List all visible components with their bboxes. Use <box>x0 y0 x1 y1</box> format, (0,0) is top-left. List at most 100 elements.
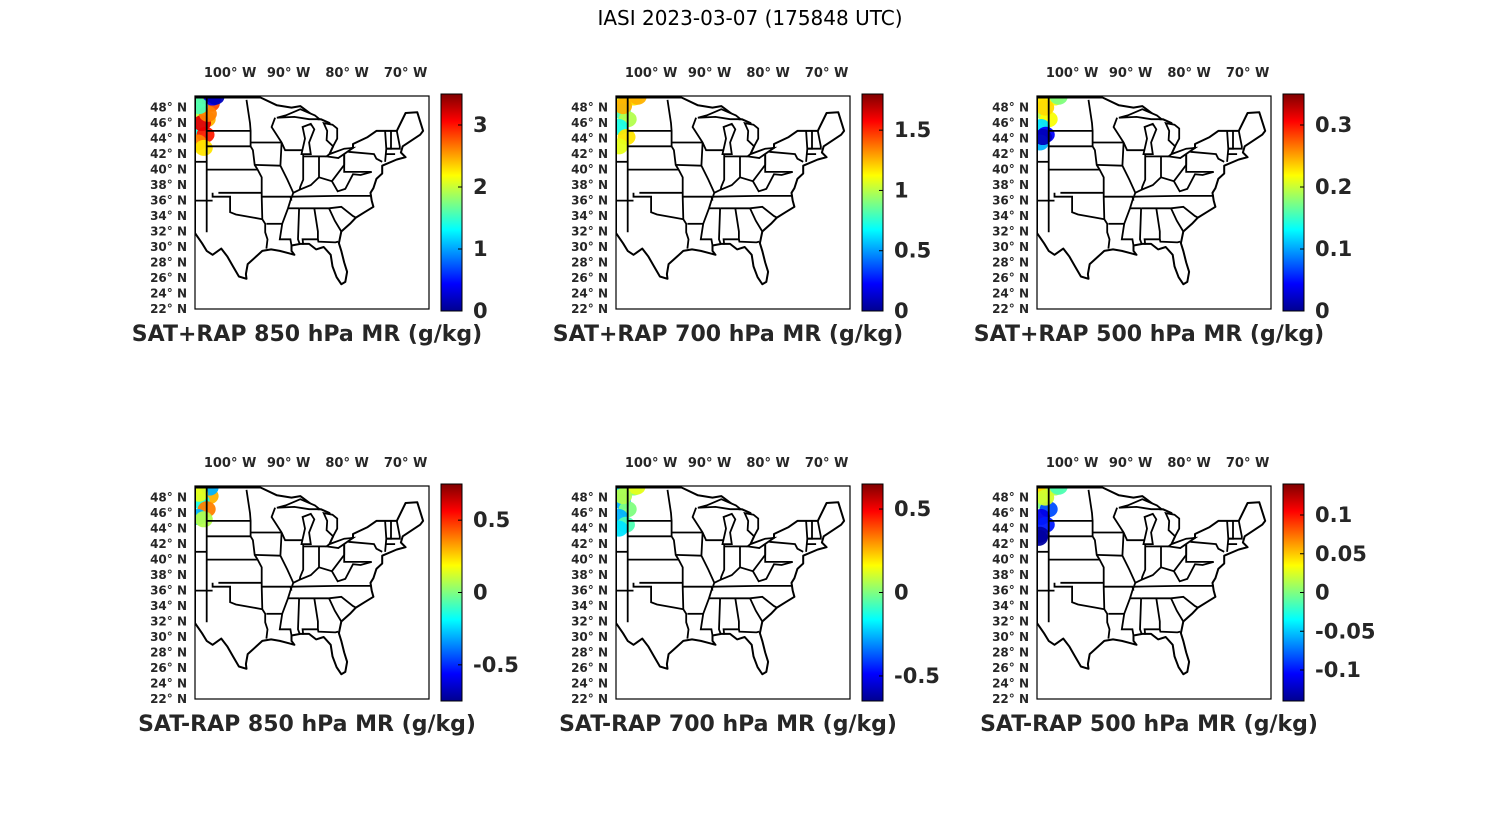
state-border <box>713 156 741 194</box>
panel-label: SAT+RAP 850 hPa MR (g/kg) <box>132 322 482 347</box>
state-border <box>1140 154 1147 190</box>
lat-tick-label: 24° N <box>150 287 187 301</box>
map-panel: 100° W 90° W 80° W 70° W 48° N46° N 44° N42° … <box>559 456 940 737</box>
state-border <box>318 544 346 573</box>
lat-tick-label: 34° N <box>150 209 187 223</box>
state-border <box>1190 540 1225 553</box>
lat-tick-label: 30° N <box>992 240 1029 254</box>
lat-tick-label: 24° N <box>571 287 608 301</box>
great-lake <box>721 122 737 156</box>
state-border <box>722 598 740 635</box>
state-border <box>1140 544 1147 580</box>
great-lake <box>745 146 778 159</box>
lat-tick-label: 48° N <box>150 491 187 505</box>
lat-tick-label: 34° N <box>571 209 608 223</box>
colorbar-tick-label: 0.1 <box>1315 503 1352 527</box>
lat-tick-label: 34° N <box>571 599 608 613</box>
lat-tick-label: 24° N <box>571 677 608 691</box>
lat-tick-label: 32° N <box>150 615 187 629</box>
state-border <box>1143 598 1161 635</box>
lon-tick-label: 70° W <box>1226 66 1269 81</box>
map-frame <box>1036 95 1272 310</box>
lat-tick-label: 44° N <box>571 132 608 146</box>
state-border <box>211 582 263 611</box>
state-border <box>1228 130 1243 150</box>
state-border <box>718 208 722 245</box>
panel-label: SAT+RAP 500 hPa MR (g/kg) <box>974 322 1324 347</box>
state-border <box>1112 507 1137 636</box>
state-border <box>386 520 401 540</box>
great-lake <box>322 121 339 148</box>
colorbar-tick-label: -0.5 <box>473 653 519 677</box>
figure-title: IASI 2023-03-07 (175848 UTC) <box>597 6 903 30</box>
lon-tick-label: 100° W <box>625 456 678 471</box>
lat-tick-label: 38° N <box>571 568 608 582</box>
lon-tick-label: 80° W <box>746 66 789 81</box>
great-lake <box>1166 536 1199 549</box>
swath-cell <box>1037 529 1048 546</box>
colorbar-tick-label: 0 <box>473 299 488 323</box>
lon-tick-label: 90° W <box>688 66 731 81</box>
lon-tick-label: 100° W <box>204 66 257 81</box>
lat-tick-label: 26° N <box>992 661 1029 675</box>
state-border <box>1141 595 1199 609</box>
state-border <box>739 544 767 573</box>
colorbar-tick-label: 0.05 <box>1315 542 1367 566</box>
map-area <box>1037 96 1267 286</box>
state-border <box>701 142 725 152</box>
state-border <box>807 130 822 150</box>
colorbar-tick-label: 0.5 <box>894 239 931 263</box>
lon-tick-label: 80° W <box>325 456 368 471</box>
lat-tick-label: 36° N <box>571 194 608 208</box>
lon-tick-label: 90° W <box>267 456 310 471</box>
state-border <box>245 99 269 249</box>
state-border <box>261 195 293 201</box>
lat-tick-label: 42° N <box>571 147 608 161</box>
lat-tick-label: 38° N <box>150 568 187 582</box>
state-border <box>261 585 293 591</box>
colorbar-tick-label: 0.2 <box>1315 175 1352 199</box>
state-border <box>738 239 760 244</box>
state-border <box>1185 544 1214 563</box>
state-border <box>331 561 372 583</box>
lat-tick-label: 22° N <box>992 302 1029 316</box>
lat-tick-label: 36° N <box>992 194 1029 208</box>
lon-tick-label: 100° W <box>204 456 257 471</box>
lat-tick-label: 26° N <box>571 271 608 285</box>
lat-tick-label: 44° N <box>992 522 1029 536</box>
lat-tick-label: 22° N <box>150 302 187 316</box>
state-border <box>720 205 778 219</box>
lat-tick-label: 26° N <box>992 271 1029 285</box>
map-panel: 100° W 90° W 80° W 70° W 48° N46° N 44° N42° … <box>980 456 1375 737</box>
state-border <box>386 130 401 150</box>
state-border <box>691 507 716 636</box>
great-lake <box>322 511 339 538</box>
lat-tick-label: 22° N <box>992 692 1029 706</box>
colorbar-tick-label: 0 <box>1315 299 1330 323</box>
state-border <box>317 629 339 634</box>
lon-tick-label: 80° W <box>1167 456 1210 471</box>
colorbar-tick-label: 2 <box>473 175 488 199</box>
lat-tick-label: 42° N <box>150 147 187 161</box>
lat-tick-label: 48° N <box>992 491 1029 505</box>
lat-tick-label: 22° N <box>571 692 608 706</box>
state-border <box>318 154 346 183</box>
state-border <box>1226 130 1230 162</box>
lat-tick-label: 36° N <box>992 584 1029 598</box>
swath-cell <box>195 139 213 156</box>
panel-label: SAT-RAP 500 hPa MR (g/kg) <box>980 712 1318 737</box>
lat-tick-label: 26° N <box>150 271 187 285</box>
state-border <box>720 595 778 609</box>
lat-tick-label: 40° N <box>992 163 1029 177</box>
map-area <box>195 486 425 676</box>
lat-tick-label: 38° N <box>571 178 608 192</box>
colorbar-tick-label: 0.3 <box>1315 113 1352 137</box>
state-border <box>254 554 281 557</box>
state-border <box>328 597 343 622</box>
lat-tick-label: 30° N <box>150 240 187 254</box>
lat-tick-label: 38° N <box>992 568 1029 582</box>
state-border <box>752 561 793 583</box>
state-border <box>291 585 372 588</box>
state-border <box>297 598 301 635</box>
